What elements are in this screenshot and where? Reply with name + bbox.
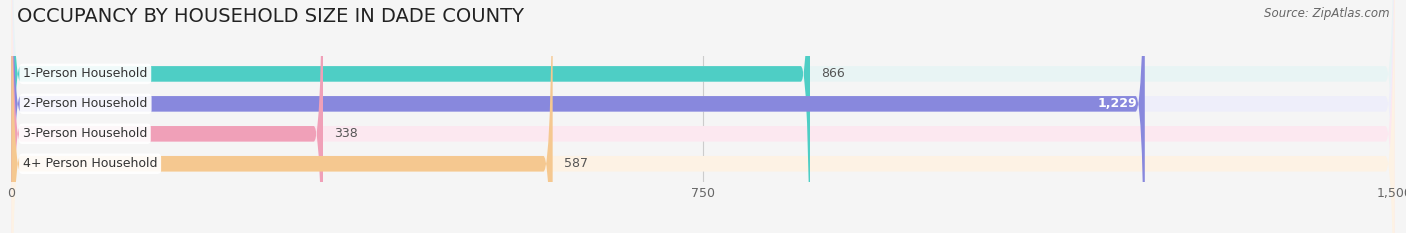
Text: 587: 587 xyxy=(564,157,588,170)
FancyBboxPatch shape xyxy=(11,0,1395,233)
FancyBboxPatch shape xyxy=(11,0,1395,233)
Text: 3-Person Household: 3-Person Household xyxy=(22,127,148,140)
Text: 338: 338 xyxy=(335,127,357,140)
Text: OCCUPANCY BY HOUSEHOLD SIZE IN DADE COUNTY: OCCUPANCY BY HOUSEHOLD SIZE IN DADE COUN… xyxy=(17,7,524,26)
Text: 4+ Person Household: 4+ Person Household xyxy=(22,157,157,170)
Text: Source: ZipAtlas.com: Source: ZipAtlas.com xyxy=(1264,7,1389,20)
Text: 1-Person Household: 1-Person Household xyxy=(22,67,148,80)
FancyBboxPatch shape xyxy=(11,0,1395,233)
FancyBboxPatch shape xyxy=(11,0,810,233)
FancyBboxPatch shape xyxy=(11,0,1144,233)
Text: 1,229: 1,229 xyxy=(1098,97,1137,110)
Text: 866: 866 xyxy=(821,67,845,80)
FancyBboxPatch shape xyxy=(11,0,553,233)
Text: 2-Person Household: 2-Person Household xyxy=(24,97,148,110)
FancyBboxPatch shape xyxy=(11,0,1395,233)
FancyBboxPatch shape xyxy=(11,0,323,233)
